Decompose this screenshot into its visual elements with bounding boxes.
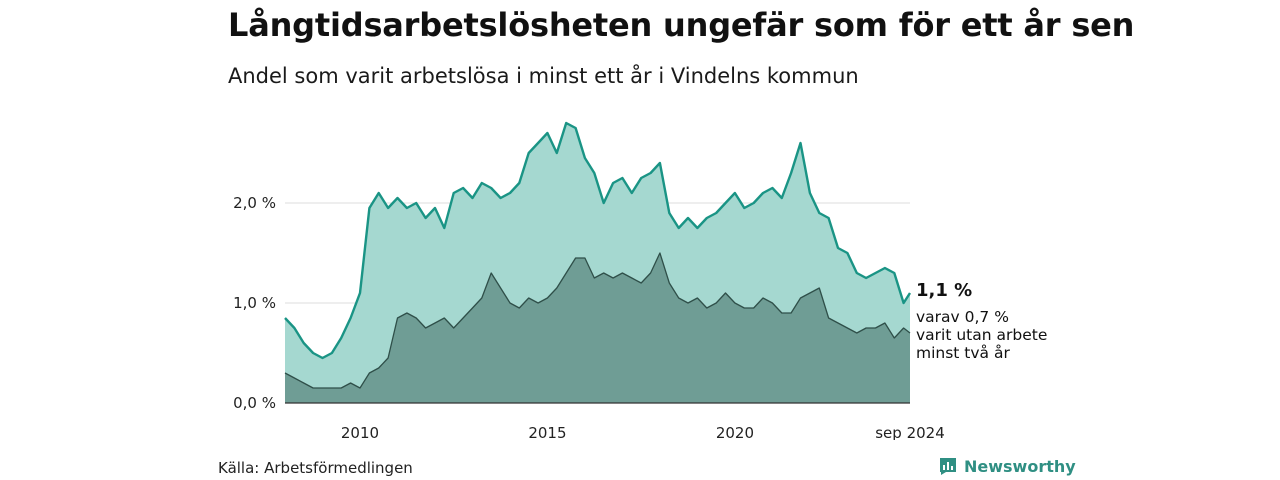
newsworthy-logo-icon: [940, 458, 956, 475]
chart-subtitle: Andel som varit arbetslösa i minst ett å…: [228, 64, 859, 88]
series-layer: [284, 121, 912, 403]
x-tick-label: 2010: [341, 424, 379, 440]
y-tick-labels: 0,0 % 1,0 % 2,0 %: [233, 194, 276, 412]
y-tick-label: 2,0 %: [233, 194, 276, 212]
annotation-line-2: varit utan arbete: [916, 326, 1047, 344]
series-line-two_year: [284, 252, 911, 389]
x-tick-label: 2015: [528, 424, 566, 440]
chart-area: 0,0 % 1,0 % 2,0 % 2010 2015 2020 sep 2024 1,1…: [233, 121, 1047, 440]
y-tick-label: 0,0 %: [233, 394, 276, 412]
annotation-line-3: minst två år: [916, 344, 1010, 362]
y-tick-label: 1,0 %: [233, 294, 276, 312]
end-annotation: 1,1 % varav 0,7 % varit utan arbete mins…: [916, 280, 1047, 362]
annotation-line-1: varav 0,7 %: [916, 308, 1009, 326]
series-line-total: [284, 121, 912, 360]
brand-name: Newsworthy: [964, 456, 1076, 476]
annotation-value: 1,1 %: [916, 280, 972, 301]
x-tick-label: 2020: [716, 424, 754, 440]
source-note: Källa: Arbetsförmedlingen: [218, 459, 413, 477]
series-area-two_year: [285, 253, 910, 403]
x-tick-label: sep 2024: [875, 424, 945, 440]
chart-title: Långtidsarbetslösheten ungefär som för e…: [228, 6, 1135, 44]
x-tick-labels: 2010 2015 2020 sep 2024: [341, 424, 945, 440]
brand-logo: Newsworthy: [938, 456, 1076, 476]
